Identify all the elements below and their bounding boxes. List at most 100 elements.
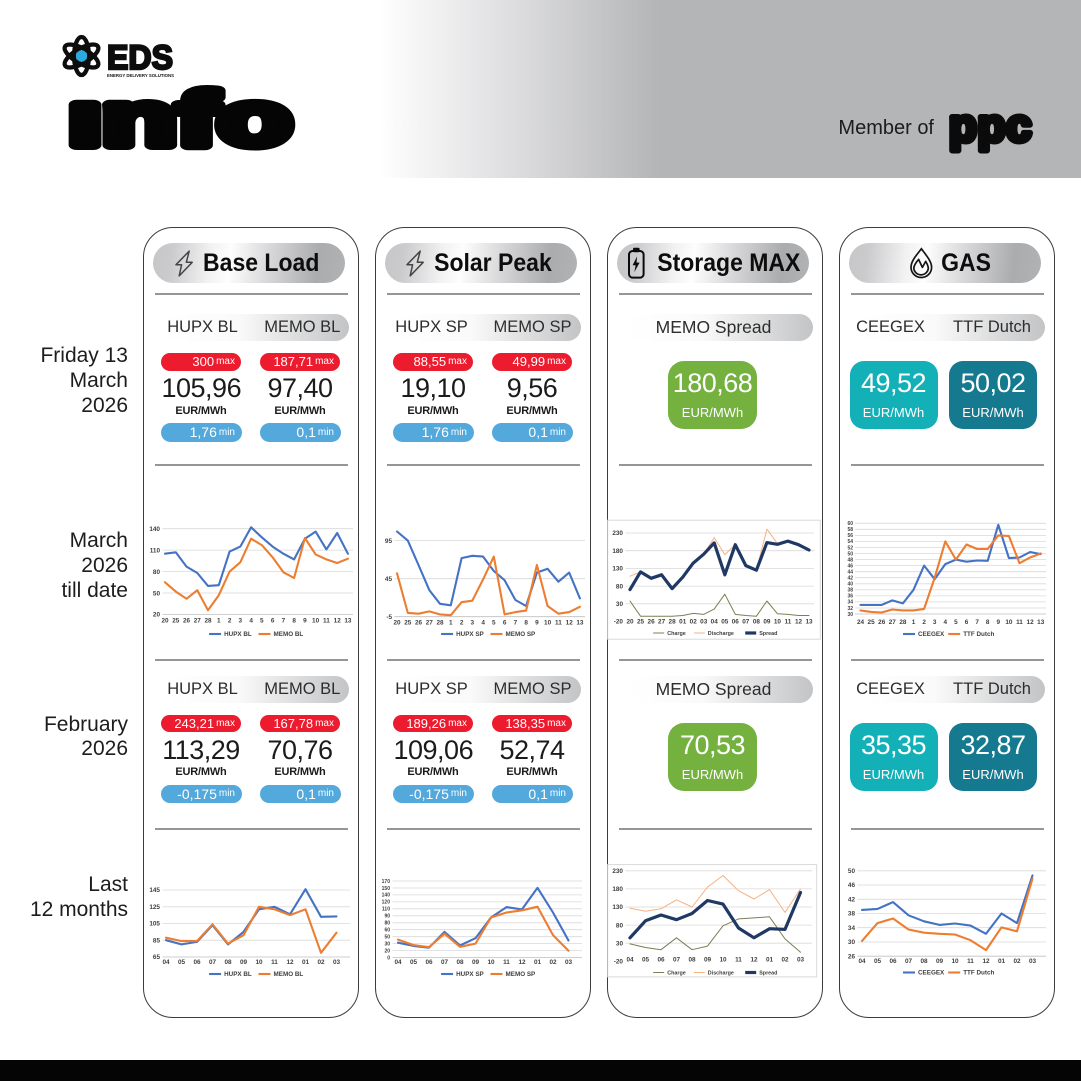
svg-text:07: 07 xyxy=(742,619,750,626)
svg-text:6: 6 xyxy=(270,618,274,625)
svg-text:10: 10 xyxy=(1005,619,1013,626)
svg-text:08: 08 xyxy=(920,958,928,965)
svg-text:26: 26 xyxy=(647,619,655,626)
svg-text:145: 145 xyxy=(149,887,160,894)
svg-text:EDS: EDS xyxy=(107,39,173,77)
svg-text:3: 3 xyxy=(238,618,242,625)
svg-text:48: 48 xyxy=(847,557,853,563)
svg-text:08: 08 xyxy=(456,959,464,966)
svg-text:60: 60 xyxy=(847,521,853,527)
svg-text:03: 03 xyxy=(796,957,804,964)
svg-text:07: 07 xyxy=(208,959,216,966)
svg-text:-20: -20 xyxy=(613,619,623,626)
svg-text:110: 110 xyxy=(149,547,160,554)
svg-text:04: 04 xyxy=(394,959,402,966)
svg-text:06: 06 xyxy=(657,957,665,964)
svg-text:11: 11 xyxy=(323,618,330,625)
svg-text:105: 105 xyxy=(149,921,160,928)
svg-text:Discharge: Discharge xyxy=(707,971,733,977)
svg-text:12: 12 xyxy=(794,619,802,626)
svg-text:11: 11 xyxy=(735,957,742,964)
svg-text:9: 9 xyxy=(535,620,539,627)
svg-text:25: 25 xyxy=(867,619,875,626)
svg-text:09: 09 xyxy=(935,958,943,965)
svg-text:34: 34 xyxy=(847,925,855,932)
svg-text:MEMO BL: MEMO BL xyxy=(273,971,303,978)
svg-text:25: 25 xyxy=(172,618,180,625)
svg-text:50: 50 xyxy=(152,590,160,597)
svg-text:42: 42 xyxy=(847,576,853,582)
svg-text:13: 13 xyxy=(805,619,813,626)
svg-text:Spread: Spread xyxy=(759,971,777,977)
svg-text:4: 4 xyxy=(943,619,947,626)
svg-text:80: 80 xyxy=(384,921,390,927)
svg-text:80: 80 xyxy=(615,922,623,929)
svg-text:13: 13 xyxy=(344,618,352,625)
svg-text:80: 80 xyxy=(615,583,623,590)
svg-text:38: 38 xyxy=(847,588,853,594)
svg-text:20: 20 xyxy=(384,948,390,954)
svg-text:11: 11 xyxy=(503,959,510,966)
svg-text:20: 20 xyxy=(161,618,169,625)
svg-text:10: 10 xyxy=(951,958,959,965)
svg-text:01: 01 xyxy=(533,959,541,966)
svg-text:MEMO BL: MEMO BL xyxy=(273,631,303,638)
svg-text:07: 07 xyxy=(440,959,448,966)
svg-text:01: 01 xyxy=(301,959,309,966)
svg-text:28: 28 xyxy=(899,619,907,626)
svg-text:13: 13 xyxy=(1037,619,1045,626)
svg-text:42: 42 xyxy=(847,896,855,903)
svg-text:27: 27 xyxy=(425,620,433,627)
svg-text:04: 04 xyxy=(710,619,718,626)
svg-text:HUPX SP: HUPX SP xyxy=(456,631,484,638)
svg-text:Discharge: Discharge xyxy=(707,631,733,637)
svg-text:28: 28 xyxy=(436,620,444,627)
svg-text:28: 28 xyxy=(668,619,676,626)
svg-text:110: 110 xyxy=(381,907,389,913)
svg-text:-20: -20 xyxy=(613,959,623,966)
svg-text:08: 08 xyxy=(688,957,696,964)
svg-text:8: 8 xyxy=(524,620,528,627)
svg-text:02: 02 xyxy=(549,959,557,966)
svg-text:2: 2 xyxy=(459,620,463,627)
svg-text:7: 7 xyxy=(281,618,285,625)
svg-text:13: 13 xyxy=(576,620,584,627)
svg-text:09: 09 xyxy=(763,619,771,626)
svg-text:95: 95 xyxy=(384,538,392,545)
svg-text:ENERGY DELIVERY SOLUTIONS: ENERGY DELIVERY SOLUTIONS xyxy=(107,73,174,78)
svg-text:140: 140 xyxy=(381,893,390,899)
svg-text:04: 04 xyxy=(626,957,634,964)
svg-text:50: 50 xyxy=(847,868,855,875)
svg-text:02: 02 xyxy=(689,619,697,626)
svg-text:0: 0 xyxy=(387,955,390,961)
svg-text:34: 34 xyxy=(847,600,853,606)
svg-text:120: 120 xyxy=(381,900,390,906)
svg-text:9: 9 xyxy=(303,618,307,625)
svg-text:27: 27 xyxy=(658,619,666,626)
svg-text:27: 27 xyxy=(193,618,201,625)
svg-text:28: 28 xyxy=(204,618,212,625)
svg-text:25: 25 xyxy=(636,619,644,626)
svg-text:25: 25 xyxy=(404,620,412,627)
svg-text:130: 130 xyxy=(612,904,623,911)
svg-text:52: 52 xyxy=(847,545,853,551)
svg-text:65: 65 xyxy=(152,954,160,961)
svg-text:8: 8 xyxy=(292,618,296,625)
svg-text:44: 44 xyxy=(847,569,853,575)
svg-text:-5: -5 xyxy=(386,614,392,621)
svg-text:30: 30 xyxy=(615,940,623,947)
svg-text:180: 180 xyxy=(612,886,623,893)
svg-text:140: 140 xyxy=(149,526,160,533)
svg-text:05: 05 xyxy=(873,958,881,965)
svg-text:03: 03 xyxy=(1028,958,1036,965)
svg-text:ınfo: ınfo xyxy=(68,77,292,162)
svg-text:170: 170 xyxy=(381,879,390,885)
svg-text:11: 11 xyxy=(1016,619,1023,626)
svg-text:06: 06 xyxy=(425,959,433,966)
svg-text:20: 20 xyxy=(626,619,634,626)
svg-text:27: 27 xyxy=(888,619,896,626)
svg-text:TTF Dutch: TTF Dutch xyxy=(963,631,994,638)
svg-text:Spread: Spread xyxy=(759,631,777,637)
svg-text:6: 6 xyxy=(502,620,506,627)
svg-text:12: 12 xyxy=(750,957,758,964)
